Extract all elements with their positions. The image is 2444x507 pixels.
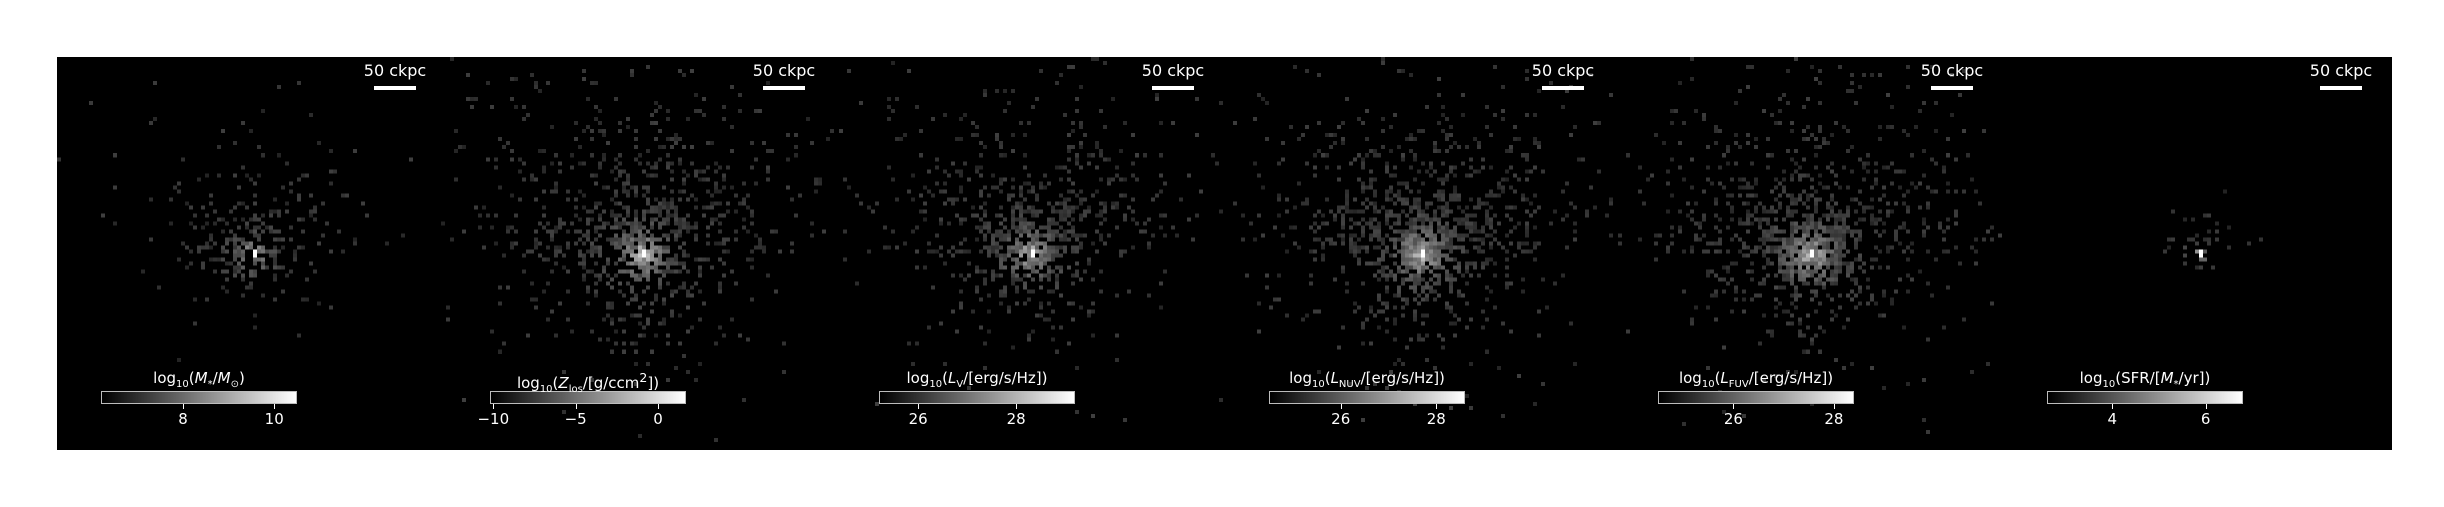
colorbar-tick-label: 6 [2200, 410, 2211, 428]
colorbar-tick [183, 404, 185, 409]
colorbar-title: log10(SFR/[M*/yr]) [2079, 369, 2211, 390]
colorbar-fuv: log10(LFUV/[erg/s/Hz]) 26 28 [1658, 369, 1854, 428]
galaxy-map-fuv [1614, 57, 2002, 450]
map-panel-metal: 50 ckpc log10(Zlos/[g/ccm2]) −10 −5 0 [446, 57, 834, 450]
colorbar-gradient [879, 391, 1075, 404]
scale-bar-line [1542, 86, 1584, 90]
scale-bar-label: 50 ckpc [2309, 61, 2373, 80]
colorbar-tick [1016, 404, 1018, 409]
galaxy-map-sfr [2003, 57, 2391, 450]
colorbar-gradient [1658, 391, 1854, 404]
colorbar-title: log10(Zlos/[g/ccm2]) [516, 370, 660, 395]
colorbar-tick-label: 26 [1723, 410, 1743, 428]
galaxy-map-lv [835, 57, 1223, 450]
colorbar-tick [274, 404, 276, 409]
colorbar-ticks: 26 28 [1658, 404, 1854, 428]
colorbar-tick [1340, 404, 1342, 409]
scale-bar-line [1931, 86, 1973, 90]
colorbar-gradient [2047, 391, 2243, 404]
map-panel-sfr: 50 ckpc log10(SFR/[M*/yr]) 4 6 [2003, 57, 2391, 450]
colorbar-tick [658, 404, 659, 409]
colorbar-gradient [101, 391, 297, 404]
colorbar-tick-label: 28 [1824, 410, 1844, 428]
scale-bar: 50 ckpc [752, 62, 816, 90]
scale-bar: 50 ckpc [363, 62, 427, 90]
scale-bar-line [1152, 86, 1194, 90]
galaxy-map-nuv [1225, 57, 1613, 450]
map-panel-mass: 50 ckpc log10(M*/M⊙) 8 10 [57, 57, 445, 450]
colorbar-title: log10(LNUV/[erg/s/Hz]) [1289, 369, 1445, 390]
colorbar-title: log10(M*/M⊙) [153, 369, 245, 390]
colorbar-tick [2112, 404, 2114, 409]
colorbar-tick-label: 28 [1006, 410, 1026, 428]
colorbar-ticks: −10 −5 0 [477, 404, 686, 428]
galaxy-map-mass [57, 57, 445, 450]
colorbar-gradient [490, 391, 686, 404]
scale-bar-line [763, 86, 805, 90]
colorbar-title: log10(LV/[erg/s/Hz]) [906, 369, 1048, 390]
colorbar-tick [575, 404, 577, 409]
map-panel-nuv: 50 ckpc log10(LNUV/[erg/s/Hz]) 26 28 [1225, 57, 1613, 450]
map-panel-fuv: 50 ckpc log10(LFUV/[erg/s/Hz]) 26 28 [1614, 57, 2002, 450]
colorbar-lv: log10(LV/[erg/s/Hz]) 26 28 [879, 369, 1075, 428]
scale-bar: 50 ckpc [1531, 62, 1595, 90]
colorbar-tick [493, 404, 495, 409]
map-panel-lv: 50 ckpc log10(LV/[erg/s/Hz]) 26 28 [835, 57, 1223, 450]
colorbar-ticks: 26 28 [879, 404, 1075, 428]
scale-bar-line [2320, 86, 2362, 90]
scale-bar-label: 50 ckpc [363, 61, 427, 80]
colorbar-tick [1436, 404, 1438, 409]
colorbar-mass: log10(M*/M⊙) 8 10 [101, 369, 297, 428]
scale-bar: 50 ckpc [1141, 62, 1205, 90]
colorbar-ticks: 8 10 [101, 404, 297, 428]
colorbar-gradient [1269, 391, 1465, 404]
colorbar-tick-label: 0 [653, 410, 663, 428]
colorbar-tick-label: 8 [178, 410, 188, 428]
scale-bar-line [374, 86, 416, 90]
colorbar-tick-label: 26 [1331, 410, 1351, 428]
colorbar-sfr: log10(SFR/[M*/yr]) 4 6 [2047, 369, 2243, 428]
colorbar-tick-label: 28 [1426, 410, 1446, 428]
colorbar-title: log10(LFUV/[erg/s/Hz]) [1678, 369, 1834, 390]
colorbar-tick-label: 26 [908, 410, 928, 428]
colorbar-tick [1833, 404, 1835, 409]
colorbar-tick-label: 4 [2107, 410, 2118, 428]
colorbar-metal: log10(Zlos/[g/ccm2]) −10 −5 0 [477, 369, 686, 428]
scale-bar: 50 ckpc [2309, 62, 2373, 90]
colorbar-tick [1733, 404, 1735, 409]
colorbar-tick [918, 404, 920, 409]
scale-bar-label: 50 ckpc [1920, 61, 1984, 80]
colorbar-tick-label: −10 [477, 410, 510, 428]
colorbar-tick-label: 10 [264, 410, 284, 428]
scale-bar-label: 50 ckpc [752, 61, 816, 80]
colorbar-tick [2205, 404, 2207, 409]
colorbar-ticks: 26 28 [1269, 404, 1465, 428]
colorbar-nuv: log10(LNUV/[erg/s/Hz]) 26 28 [1269, 369, 1465, 428]
galaxy-map-metal [446, 57, 834, 450]
image-strip: 50 ckpc log10(M*/M⊙) 8 10 50 ckpc log10(Zlos/… [57, 57, 2392, 450]
scale-bar-label: 50 ckpc [1141, 61, 1205, 80]
scale-bar-label: 50 ckpc [1531, 61, 1595, 80]
colorbar-tick-label: −5 [564, 410, 587, 428]
scale-bar: 50 ckpc [1920, 62, 1984, 90]
